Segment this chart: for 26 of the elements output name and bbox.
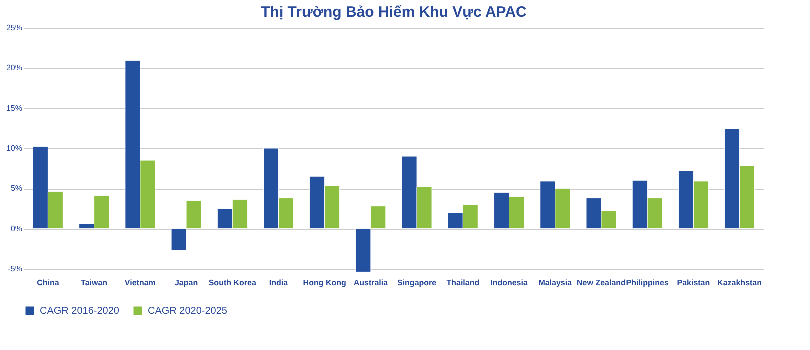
legend-label: CAGR 2020-2025 xyxy=(148,306,228,317)
legend-label: CAGR 2016-2020 xyxy=(40,306,120,317)
x-tick-label: Indonesia xyxy=(490,278,528,288)
y-tick-label: 0% xyxy=(10,224,22,234)
x-tick-label: Japan xyxy=(174,278,198,288)
y-tick-label: -5% xyxy=(8,264,22,274)
x-tick-label: Thailand xyxy=(446,278,480,288)
x-tick-label: South Korea xyxy=(208,278,257,288)
y-tick-label: 5% xyxy=(10,184,22,194)
x-tick-label: Singapore xyxy=(397,278,438,288)
x-tick-label: Pakistan xyxy=(677,278,710,288)
x-tick-label: Hong Kong xyxy=(303,278,346,288)
x-tick-label: China xyxy=(37,278,60,288)
x-tick-label: Taiwan xyxy=(81,278,108,288)
x-tick-label: Philippines xyxy=(626,278,670,288)
y-tick-label: 20% xyxy=(6,64,22,73)
y-tick-label: 25% xyxy=(6,24,22,32)
chart-title: Thị Trường Bảo Hiểm Khu Vực APAC xyxy=(261,4,528,21)
x-tick-label: India xyxy=(269,278,289,288)
x-tick-label: New Zealand xyxy=(577,278,626,288)
y-tick-label: 15% xyxy=(6,104,22,113)
y-tick-label: 10% xyxy=(6,144,22,153)
x-tick-label: Malaysia xyxy=(538,278,573,288)
x-tick-label: Vietnam xyxy=(124,278,156,288)
x-tick-label: Australia xyxy=(354,278,389,288)
x-tick-label: Kazakhstan xyxy=(718,278,762,288)
